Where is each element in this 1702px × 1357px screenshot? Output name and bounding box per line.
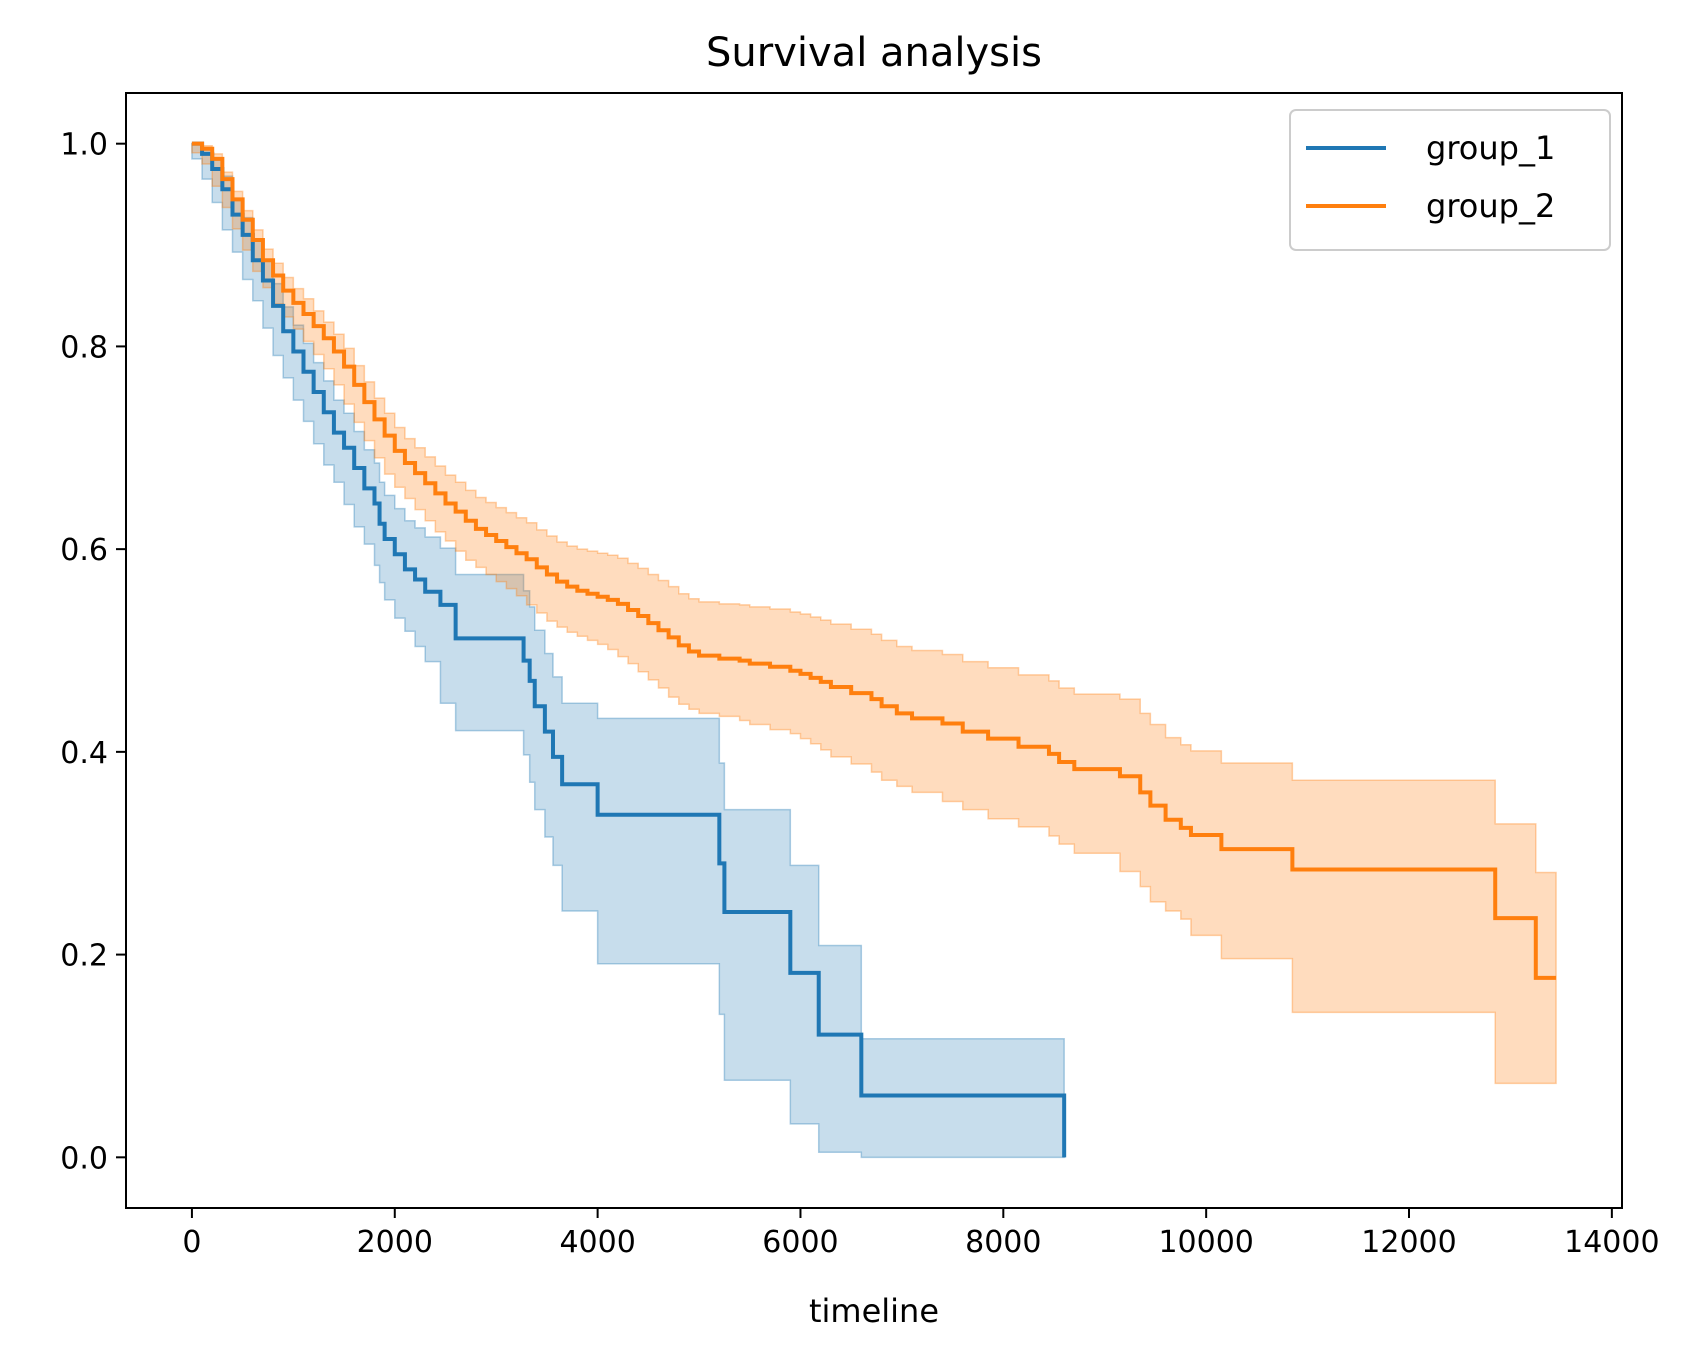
survival-curve-group_2 — [191, 141, 1557, 980]
confidence-band-group_1 — [191, 142, 1065, 1159]
legend-label-group_1: group_1 — [1426, 129, 1555, 167]
y-tick-label: 1.0 — [60, 128, 108, 163]
x-tick-label: 2000 — [357, 1225, 433, 1260]
chart-title: Survival analysis — [706, 30, 1042, 76]
x-tick-label: 0 — [182, 1225, 201, 1260]
y-tick-label: 0.0 — [60, 1141, 108, 1176]
x-tick-label: 4000 — [559, 1225, 635, 1260]
y-tick-label: 0.4 — [60, 736, 108, 771]
x-axis-ticks: 0 2000 4000 6000 8000 10000 12000 14000 — [182, 1208, 1660, 1260]
x-axis-label: timeline — [809, 1292, 939, 1330]
legend-box — [1289, 109, 1611, 251]
y-axis-ticks: 0.0 0.2 0.4 0.6 0.8 1.0 — [60, 128, 126, 1176]
y-tick-label: 0.6 — [60, 533, 108, 568]
x-tick-label: 6000 — [762, 1225, 838, 1260]
axes-frame — [125, 92, 1623, 1209]
survival-curves — [191, 141, 1557, 1158]
x-tick-label: 10000 — [1158, 1225, 1253, 1260]
legend-label-group_2: group_2 — [1426, 187, 1555, 225]
x-tick-label: 8000 — [965, 1225, 1041, 1260]
y-tick-label: 0.2 — [60, 939, 108, 974]
x-tick-label: 12000 — [1361, 1225, 1456, 1260]
legend: group_1 group_2 — [1289, 109, 1611, 251]
x-tick-label: 14000 — [1564, 1225, 1659, 1260]
y-tick-label: 0.8 — [60, 330, 108, 365]
